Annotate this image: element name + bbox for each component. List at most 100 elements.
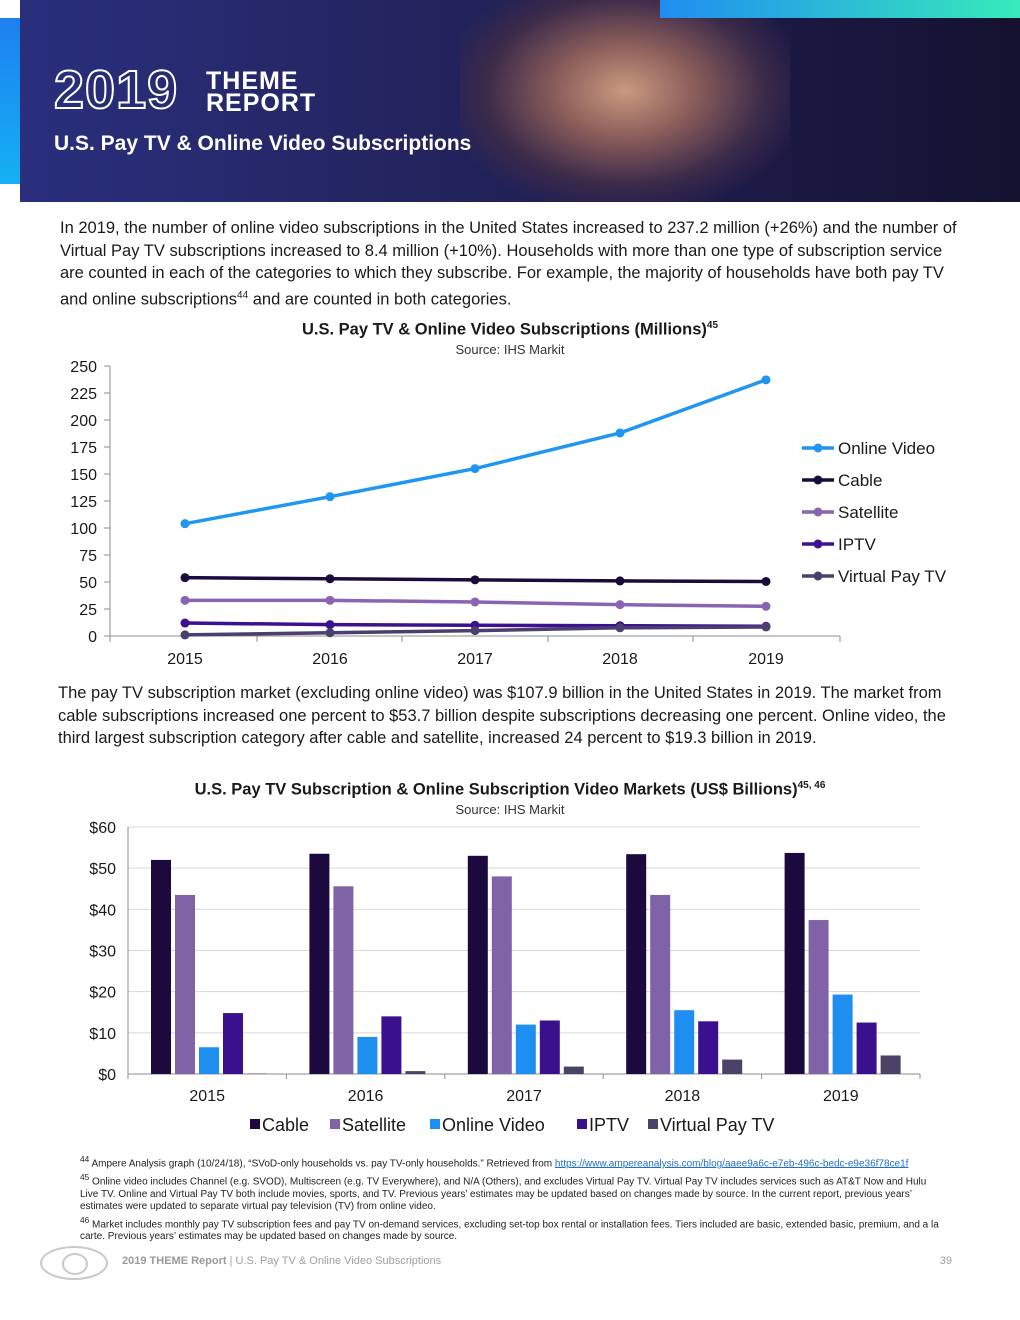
footnote-46: 46 Market includes monthly pay TV subscr…	[80, 1214, 939, 1243]
legend-label: Online Video	[442, 1115, 545, 1135]
page-number: 39	[939, 1255, 952, 1267]
brand-year: 2019	[53, 60, 179, 120]
bar	[515, 1024, 536, 1074]
y-tick-label: 150	[70, 467, 97, 484]
y-tick-label: 175	[70, 440, 97, 457]
bar	[223, 1013, 243, 1074]
legend-swatch	[648, 1119, 658, 1129]
legend-swatch	[250, 1119, 260, 1129]
legend-swatch	[430, 1119, 440, 1129]
data-point	[761, 576, 771, 586]
data-point	[615, 576, 625, 586]
y-tick-label: $20	[89, 985, 116, 1002]
bar	[381, 1016, 402, 1074]
legend-swatch	[330, 1119, 340, 1129]
legend-label: IPTV	[589, 1115, 629, 1135]
bar	[151, 859, 171, 1074]
bar	[405, 1071, 426, 1074]
legend-marker	[813, 539, 823, 549]
legend-swatch	[577, 1119, 587, 1129]
x-tick-label: 2019	[748, 651, 784, 668]
line-chart-title: U.S. Pay TV & Online Video Subscriptions…	[301, 320, 719, 339]
bar-chart-source: Source: IHS Markit	[455, 802, 565, 817]
legend-marker	[813, 475, 823, 485]
x-tick-label: 2015	[189, 1088, 225, 1105]
data-point	[615, 623, 625, 633]
header-accent-bar	[660, 0, 1020, 18]
legend-label: Online Video	[838, 439, 935, 458]
data-point	[325, 574, 335, 584]
y-tick-label: $40	[89, 902, 116, 919]
legend-label: Cable	[262, 1115, 309, 1135]
header-side-accent	[0, 18, 20, 184]
data-point	[615, 428, 625, 438]
y-tick-label: 100	[70, 521, 97, 538]
bar	[357, 1036, 378, 1074]
y-tick-label: 225	[70, 386, 97, 403]
data-point	[180, 618, 190, 628]
line-chart: 0 25 50 75 100 125 150 175 200 225 250 2015 2016 2017…	[70, 359, 947, 668]
film-reel-icon	[40, 1246, 108, 1280]
y-tick-label: $50	[89, 861, 116, 878]
legend-marker	[813, 443, 823, 453]
data-point	[615, 600, 625, 610]
page-title: U.S. Pay TV & Online Video Subscriptions	[54, 132, 472, 155]
footer-label: 2019 THEME Report | U.S. Pay TV & Online…	[122, 1255, 442, 1267]
y-tick-label: $0	[98, 1067, 116, 1084]
legend-marker	[813, 571, 823, 581]
bar	[698, 1021, 719, 1074]
bar	[491, 876, 512, 1074]
footnote-ref-44: 44	[237, 289, 249, 301]
bar	[856, 1022, 877, 1074]
bar	[539, 1020, 560, 1074]
x-tick-label: 2019	[823, 1088, 859, 1105]
bar	[333, 886, 354, 1074]
page-footer: 2019 THEME Report | U.S. Pay TV & Online…	[40, 1244, 970, 1280]
data-point	[180, 595, 190, 605]
header-photo	[460, 0, 790, 202]
y-tick-label: 25	[79, 602, 97, 619]
bar	[808, 920, 829, 1074]
y-tick-label: $30	[89, 944, 116, 961]
data-point	[180, 630, 190, 640]
bar	[467, 855, 488, 1074]
data-point	[325, 620, 335, 630]
bar	[175, 894, 195, 1074]
data-point	[470, 626, 480, 636]
y-tick-label: 125	[70, 494, 97, 511]
ampere-link[interactable]: https://www.ampereanalysis.com/blog/aaee…	[554, 1158, 909, 1170]
footnote-44: 44 Ampere Analysis graph (10/24/18), “SV…	[80, 1154, 909, 1170]
bar	[880, 1055, 901, 1074]
x-tick-label: 2018	[602, 651, 638, 668]
bar	[199, 1047, 219, 1074]
bar	[309, 853, 330, 1074]
bar-chart: $0 $10 $20 $30 $40 $50 $60 2015 2016 2017 2018 2019…	[89, 820, 921, 1135]
y-tick-label: $60	[89, 820, 116, 837]
intro-paragraph: In 2019, the number of online video subs…	[60, 219, 957, 308]
bar	[674, 1010, 695, 1074]
header-banner: 2019 THEME REPORT U.S. Pay TV & Online V…	[20, 0, 1020, 202]
data-point	[761, 622, 771, 632]
legend-marker	[813, 507, 823, 517]
y-tick-label: 200	[70, 413, 97, 430]
x-tick-label: 2015	[167, 651, 203, 668]
bar-chart-title: U.S. Pay TV Subscription & Online Subscr…	[194, 780, 826, 799]
data-point	[470, 575, 480, 585]
bar	[626, 854, 647, 1074]
y-tick-label: 50	[79, 575, 97, 592]
legend-label: Virtual Pay TV	[660, 1115, 774, 1135]
bar	[784, 852, 805, 1074]
data-point	[761, 601, 771, 611]
brand-word-report: REPORT	[206, 89, 317, 117]
footnotes: 44 Ampere Analysis graph (10/24/18), “SV…	[80, 1153, 940, 1244]
bar	[722, 1059, 743, 1074]
legend-label: Satellite	[838, 503, 898, 522]
legend-label: IPTV	[838, 535, 876, 554]
x-tick-label: 2018	[665, 1088, 701, 1105]
legend-label: Satellite	[342, 1115, 406, 1135]
bar	[832, 994, 853, 1074]
y-tick-label: $10	[89, 1026, 116, 1043]
y-tick-label: 0	[88, 629, 97, 646]
legend-label: Virtual Pay TV	[838, 567, 947, 586]
line-chart-source: Source: IHS Markit	[455, 342, 565, 357]
